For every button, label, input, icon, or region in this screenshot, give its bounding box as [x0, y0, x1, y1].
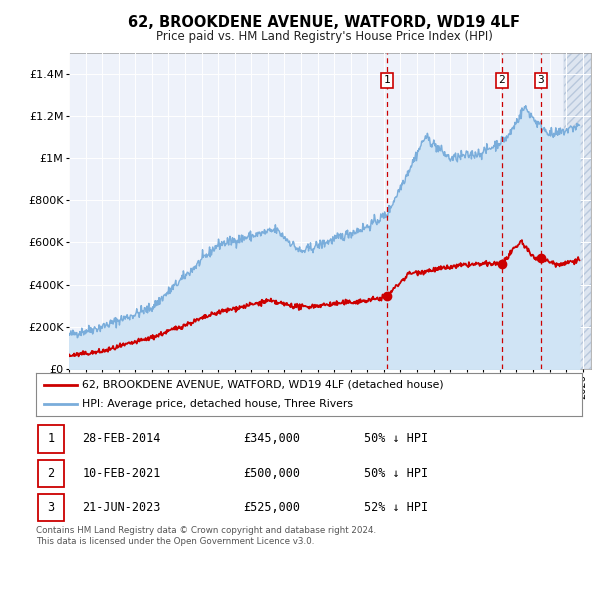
Text: 50% ↓ HPI: 50% ↓ HPI [364, 467, 428, 480]
Text: 21-JUN-2023: 21-JUN-2023 [82, 501, 161, 514]
Text: 3: 3 [538, 76, 544, 86]
FancyBboxPatch shape [38, 460, 64, 487]
Bar [565, 53, 591, 369]
Text: 62, BROOKDENE AVENUE, WATFORD, WD19 4LF (detached house): 62, BROOKDENE AVENUE, WATFORD, WD19 4LF … [82, 380, 444, 390]
Text: 10-FEB-2021: 10-FEB-2021 [82, 467, 161, 480]
Text: £345,000: £345,000 [244, 432, 301, 445]
Text: 52% ↓ HPI: 52% ↓ HPI [364, 501, 428, 514]
Text: Contains HM Land Registry data © Crown copyright and database right 2024.
This d: Contains HM Land Registry data © Crown c… [36, 526, 376, 546]
Text: 1: 1 [383, 76, 390, 86]
Text: £500,000: £500,000 [244, 467, 301, 480]
Text: 28-FEB-2014: 28-FEB-2014 [82, 432, 161, 445]
Text: £525,000: £525,000 [244, 501, 301, 514]
Text: 50% ↓ HPI: 50% ↓ HPI [364, 432, 428, 445]
Text: Price paid vs. HM Land Registry's House Price Index (HPI): Price paid vs. HM Land Registry's House … [155, 30, 493, 43]
Text: 1: 1 [47, 432, 55, 445]
Text: 3: 3 [47, 501, 55, 514]
Text: 2: 2 [47, 467, 55, 480]
FancyBboxPatch shape [38, 425, 64, 453]
Text: 2: 2 [499, 76, 505, 86]
Bar [565, 53, 591, 369]
Text: HPI: Average price, detached house, Three Rivers: HPI: Average price, detached house, Thre… [82, 399, 353, 409]
FancyBboxPatch shape [38, 494, 64, 521]
Text: 62, BROOKDENE AVENUE, WATFORD, WD19 4LF: 62, BROOKDENE AVENUE, WATFORD, WD19 4LF [128, 15, 520, 30]
